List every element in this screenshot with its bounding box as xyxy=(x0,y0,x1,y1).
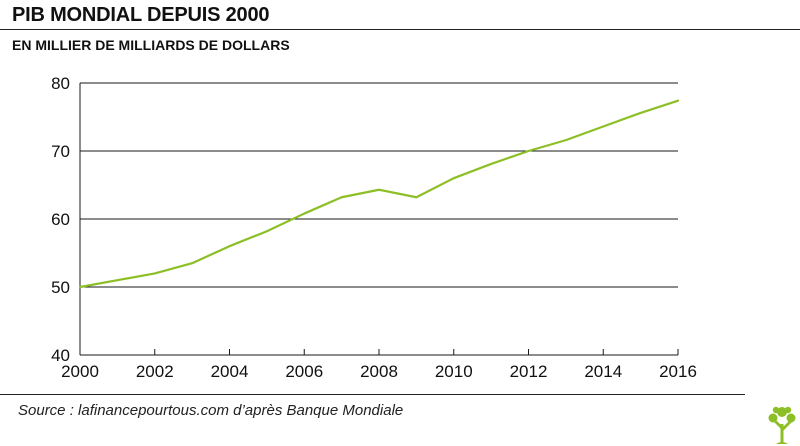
x-tick-label: 2002 xyxy=(136,362,174,381)
y-tick-label: 80 xyxy=(51,74,70,93)
x-tick-label: 2008 xyxy=(360,362,398,381)
series-layer xyxy=(78,99,680,289)
chart-subtitle: EN MILLIER DE MILLIARDS DE DOLLARS xyxy=(12,37,290,53)
y-tick-label: 50 xyxy=(51,278,70,297)
chart-title: PIB MONDIAL DEPUIS 2000 xyxy=(12,4,270,26)
y-axis-ticks: 40 50 60 70 80 xyxy=(51,74,70,365)
series-line-0 xyxy=(78,99,680,289)
source-note: Source : lafinancepourtous.com d’après B… xyxy=(18,402,404,419)
source-divider xyxy=(0,394,745,395)
x-tick-label: 2000 xyxy=(61,362,99,381)
x-tick-label: 2006 xyxy=(285,362,323,381)
x-tick-label: 2012 xyxy=(510,362,548,381)
x-tick-label: 2014 xyxy=(584,362,622,381)
x-tick-label: 2004 xyxy=(211,362,249,381)
grid-lines xyxy=(80,82,678,288)
y-tick-label: 40 xyxy=(51,346,70,365)
x-axis-ticks: 2000 2002 2004 2006 2008 2010 2012 2014 2016 xyxy=(61,349,697,381)
y-tick-label: 60 xyxy=(51,210,70,229)
x-tick-label: 2016 xyxy=(659,362,697,381)
title-divider xyxy=(0,29,800,30)
x-tick-label: 2010 xyxy=(435,362,473,381)
y-tick-label: 70 xyxy=(51,142,70,161)
tree-logo-icon xyxy=(768,406,796,444)
